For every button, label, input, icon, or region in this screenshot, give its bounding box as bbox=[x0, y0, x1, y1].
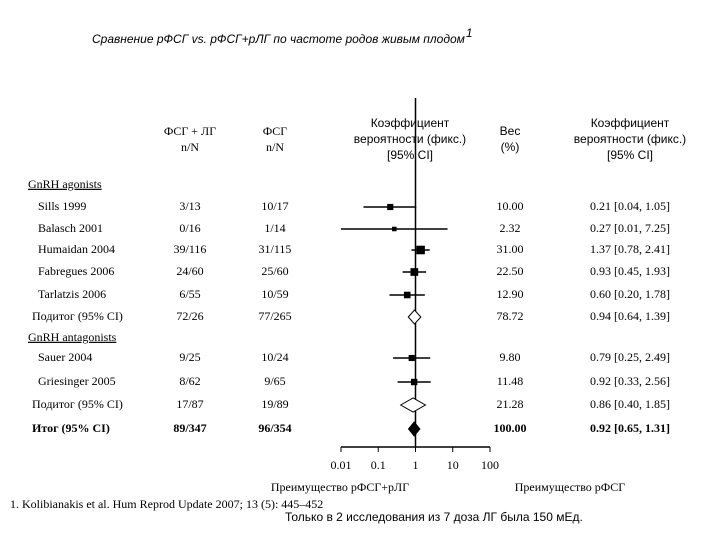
events-fsg: 10/24 bbox=[261, 350, 288, 364]
or-label: 0.94 [0.64, 1.39] bbox=[590, 309, 670, 323]
weight: 78.72 bbox=[497, 309, 524, 323]
x-tick-label: 10 bbox=[447, 458, 459, 472]
events-fsg-lg: 89/347 bbox=[173, 421, 206, 435]
events-fsg: 10/17 bbox=[261, 199, 288, 213]
events-fsg: 9/65 bbox=[264, 374, 285, 388]
x-label-right: Преимущество рФСГ bbox=[515, 480, 626, 494]
events-fsg-lg: 0/16 bbox=[179, 221, 200, 235]
group-label: GnRH agonists bbox=[28, 177, 102, 191]
x-label-left: Преимущество рФСГ+рЛГ bbox=[271, 480, 409, 494]
group-label: GnRH antagonists bbox=[28, 330, 117, 344]
events-fsg-lg: 39/116 bbox=[174, 242, 207, 256]
point-estimate bbox=[416, 245, 425, 255]
events-fsg: 19/89 bbox=[261, 397, 288, 411]
events-fsg: 1/14 bbox=[264, 221, 285, 235]
events-fsg-lg: 6/55 bbox=[179, 287, 200, 301]
weight: 21.28 bbox=[497, 397, 524, 411]
or-label: 0.92 [0.33, 2.56] bbox=[590, 374, 670, 388]
events-fsg: 77/265 bbox=[258, 309, 291, 323]
column-header: вероятности (фикс.) bbox=[574, 132, 686, 146]
or-label: 0.92 [0.65, 1.31] bbox=[590, 421, 670, 435]
events-fsg: 96/354 bbox=[258, 421, 291, 435]
title-note: 1 bbox=[466, 26, 473, 40]
or-label: 1.37 [0.78, 2.41] bbox=[590, 242, 670, 256]
x-tick-label: 100 bbox=[481, 458, 499, 472]
column-header: ФСГ + ЛГ bbox=[164, 124, 216, 138]
column-header: Коэффициент bbox=[591, 116, 670, 130]
events-fsg: 31/115 bbox=[259, 242, 292, 256]
weight: 12.90 bbox=[497, 287, 524, 301]
x-tick-label: 0.01 bbox=[331, 458, 352, 472]
events-fsg-lg: 3/13 bbox=[179, 199, 200, 213]
column-header: вероятности (фикс.) bbox=[354, 132, 466, 146]
weight: 2.32 bbox=[500, 221, 521, 235]
events-fsg-lg: 17/87 bbox=[176, 397, 203, 411]
study-name: Итог (95% CI) bbox=[32, 421, 110, 435]
x-tick-label: 0.1 bbox=[371, 458, 386, 472]
study-name: Tarlatzis 2006 bbox=[38, 287, 106, 301]
or-label: 0.86 [0.40, 1.85] bbox=[590, 397, 670, 411]
point-estimate bbox=[392, 226, 397, 232]
or-label: 0.60 [0.20, 1.78] bbox=[590, 287, 670, 301]
weight: 22.50 bbox=[497, 264, 524, 278]
events-fsg: 25/60 bbox=[261, 264, 288, 278]
events-fsg-lg: 9/25 bbox=[179, 350, 200, 364]
column-header: n/N bbox=[266, 140, 284, 154]
events-fsg-lg: 72/26 bbox=[176, 309, 203, 323]
weight: 100.00 bbox=[494, 421, 527, 435]
pooled-diamond bbox=[407, 421, 421, 437]
or-label: 0.93 [0.45, 1.93] bbox=[590, 264, 670, 278]
point-estimate bbox=[387, 203, 394, 211]
events-fsg: 10/59 bbox=[261, 287, 288, 301]
weight: 10.00 bbox=[497, 199, 524, 213]
point-estimate bbox=[410, 378, 418, 386]
study-name: Griesinger 2005 bbox=[38, 374, 116, 388]
weight: 9.80 bbox=[500, 350, 521, 364]
weight: 31.00 bbox=[497, 242, 524, 256]
point-estimate bbox=[403, 291, 411, 299]
study-name: Sills 1999 bbox=[38, 199, 86, 213]
column-header: Коэффициент bbox=[371, 116, 450, 130]
or-label: 0.27 [0.01, 7.25] bbox=[590, 221, 670, 235]
study-name: Sauer 2004 bbox=[38, 350, 92, 364]
or-label: 0.79 [0.25, 2.49] bbox=[590, 350, 670, 364]
pooled-diamond bbox=[399, 397, 427, 413]
column-header: [95% CI] bbox=[387, 148, 433, 162]
study-name: Humaidan 2004 bbox=[38, 242, 115, 256]
point-estimate bbox=[408, 354, 415, 362]
weight: 11.48 bbox=[497, 374, 524, 388]
study-name: Подитог (95% CI) bbox=[32, 397, 123, 411]
pooled-diamond bbox=[407, 309, 422, 325]
column-header: (%) bbox=[501, 140, 520, 154]
or-label: 0.21 [0.04, 1.05] bbox=[590, 199, 670, 213]
column-header: [95% CI] bbox=[607, 148, 653, 162]
note: Только в 2 исследования из 7 доза ЛГ был… bbox=[285, 510, 583, 524]
column-header: Вес bbox=[500, 124, 521, 138]
column-header: ФСГ bbox=[263, 124, 287, 138]
footnote: 1. Kolibianakis et al. Hum Reprod Update… bbox=[10, 497, 323, 511]
study-name: Balasch 2001 bbox=[38, 221, 103, 235]
x-tick-label: 1 bbox=[413, 458, 419, 472]
point-estimate bbox=[410, 268, 419, 276]
study-name: Подитог (95% CI) bbox=[32, 309, 123, 323]
events-fsg-lg: 24/60 bbox=[176, 264, 203, 278]
events-fsg-lg: 8/62 bbox=[179, 374, 200, 388]
study-name: Fabregues 2006 bbox=[38, 264, 114, 278]
column-header: n/N bbox=[181, 140, 199, 154]
chart-title: Сравнение рФСГ vs. рФСГ+рЛГ по частоте р… bbox=[92, 32, 465, 46]
